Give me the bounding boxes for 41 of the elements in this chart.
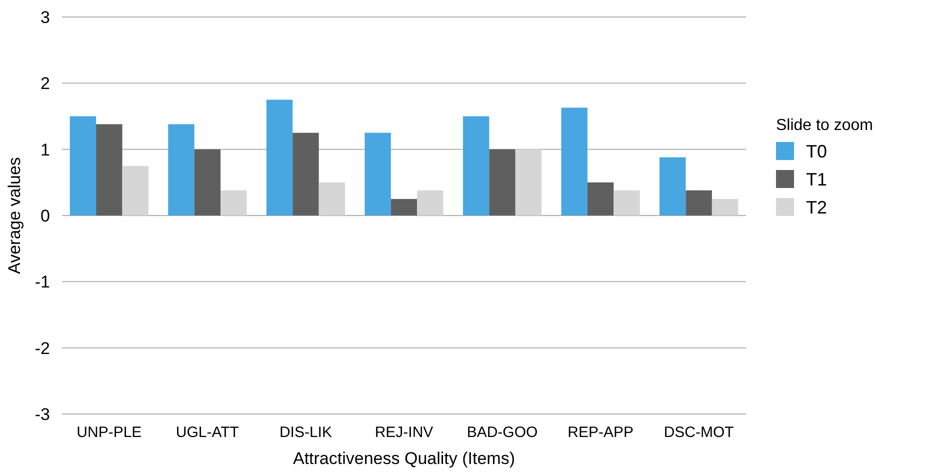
bar [489,149,516,216]
bar [462,116,490,216]
y-tick-label: 2 [40,74,50,94]
x-tick-label: BAD-GOO [466,424,538,441]
bar [587,182,614,216]
bar [122,166,148,216]
bar [70,116,96,216]
legend-label: T2 [806,197,828,218]
bar [561,108,588,216]
bar [318,182,346,216]
bar [660,157,686,216]
bar [614,190,640,216]
bar [292,132,319,216]
x-tick-label: UNP-PLE [76,424,142,441]
legend-label: T1 [806,169,828,190]
x-tick-label: DIS-LIK [279,424,332,441]
bar [515,149,542,216]
x-axis-title: Attractiveness Quality (Items) [292,449,516,468]
x-tick-label: UGL-ATT [176,424,239,441]
bar [96,124,122,216]
bar [168,124,194,216]
x-tick-label: REJ-INV [374,424,434,441]
bar [390,198,418,216]
y-axis-title: Average values [5,157,24,274]
y-tick-label: -2 [34,338,50,358]
y-tick-label: -1 [34,272,50,292]
y-tick-label: 0 [40,206,50,226]
x-tick-label: REP-APP [568,424,634,441]
bar [712,198,738,216]
bar [686,190,712,216]
x-tick-label: DSC-MOT [664,424,734,441]
bar [194,149,221,216]
legend-title: Slide to zoom [776,117,873,134]
bar [220,190,247,216]
y-tick-label: -3 [34,404,50,424]
bar [266,100,293,216]
y-tick-label: 3 [40,8,50,27]
bar [364,132,391,216]
legend-label: T0 [806,141,828,162]
bar [417,190,444,216]
y-tick-label: 1 [40,140,50,160]
